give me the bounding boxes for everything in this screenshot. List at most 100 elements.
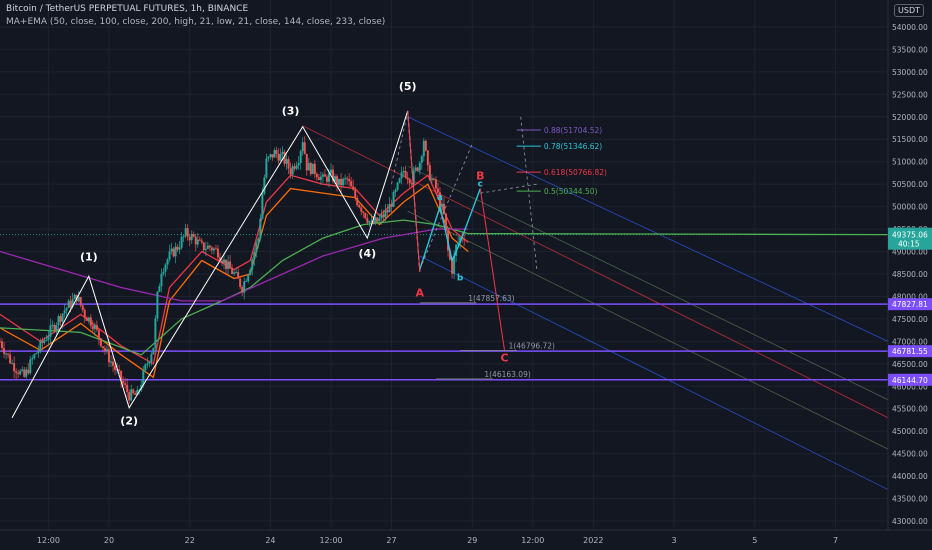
candle-body <box>368 221 371 223</box>
candle-body <box>350 181 353 187</box>
candle-body <box>198 239 201 241</box>
candle-body <box>235 272 238 274</box>
candle-body <box>406 177 409 180</box>
candle-body <box>65 308 68 311</box>
candle-body <box>110 361 112 363</box>
price-tick-label: 53500.00 <box>892 45 928 54</box>
candle-body <box>3 348 6 354</box>
wave-label: B <box>476 170 484 183</box>
candle-body <box>138 389 141 391</box>
price-tick-label: 46500.00 <box>892 360 928 369</box>
elliott-impulse-wave <box>11 110 421 418</box>
candle-body <box>186 228 189 237</box>
candle-body <box>275 150 278 154</box>
wave-label: (1) <box>80 251 98 264</box>
candle-body <box>323 174 326 177</box>
candle-body <box>200 240 203 243</box>
fib-level-label: 0.618(50766.82) <box>544 168 607 177</box>
candle-body <box>370 220 373 222</box>
level-price-tag <box>888 373 932 386</box>
wave-label: a <box>437 193 443 203</box>
candle-body <box>287 159 290 169</box>
candle-body <box>247 274 250 282</box>
candle-body <box>459 237 462 243</box>
candle-body <box>160 273 163 287</box>
candle-body <box>190 234 193 241</box>
candle-body <box>128 392 131 401</box>
candle-body <box>144 364 147 371</box>
candle-body <box>319 176 322 180</box>
candle-body <box>392 191 395 207</box>
candle-body <box>305 153 308 171</box>
candle-body <box>438 192 441 207</box>
candle-body <box>114 365 117 371</box>
candles <box>0 136 466 404</box>
candle-body <box>390 204 393 207</box>
candle-body <box>21 369 24 371</box>
candle-body <box>87 317 90 321</box>
chart-title: Bitcoin / TetherUS PERPETUAL FUTURES, 1h… <box>6 4 249 14</box>
price-tick-label: 44500.00 <box>892 450 928 459</box>
price-tick-label: 49000.00 <box>892 248 928 257</box>
indicator-legend: MA+EMA (50, close, 100, close, 200, high… <box>6 17 386 27</box>
fib-level-label: 0.5(50344.50) <box>544 187 598 196</box>
candle-body <box>325 176 328 182</box>
candle-body <box>176 246 179 250</box>
price-tick-label: 46000.00 <box>892 382 928 391</box>
candle-body <box>416 167 419 171</box>
candle-body <box>253 251 256 260</box>
candle-body <box>366 218 369 223</box>
candle-body <box>255 242 258 252</box>
candle-body <box>9 354 12 364</box>
candle-body <box>164 264 167 272</box>
candle-body <box>267 156 270 159</box>
candle-body <box>364 212 367 219</box>
currency-button[interactable]: USDT <box>894 4 924 17</box>
candle-body <box>63 310 66 314</box>
candle-body <box>83 310 86 318</box>
candle-body <box>412 170 415 185</box>
candle-body <box>354 189 357 198</box>
candle-body <box>317 177 320 180</box>
candle-body <box>301 142 304 152</box>
candle-body <box>31 358 34 360</box>
candle-body <box>116 369 119 371</box>
candle-body <box>223 259 226 264</box>
candle-body <box>152 347 155 355</box>
price-tick-label: 45500.00 <box>892 405 928 414</box>
candle-body <box>334 176 337 182</box>
candle-body <box>340 178 343 186</box>
candle-body <box>196 239 199 245</box>
candle-body <box>182 235 185 237</box>
candle-body <box>237 272 240 279</box>
candle-body <box>23 369 26 377</box>
time-tick-label: 20 <box>104 536 114 545</box>
candle-body <box>408 179 411 184</box>
candle-body <box>329 169 332 174</box>
candle-body <box>122 380 125 384</box>
candle-body <box>13 363 16 372</box>
candle-body <box>107 349 110 363</box>
candle-body <box>378 218 381 222</box>
candle-body <box>315 173 318 178</box>
projection-line-c <box>479 188 505 351</box>
moving-average-line <box>0 219 889 356</box>
candle-body <box>170 248 173 252</box>
candle-body <box>269 154 272 157</box>
candle-body <box>297 162 300 166</box>
time-tick-label: 5 <box>752 536 757 545</box>
candle-body <box>311 163 314 175</box>
candle-body <box>0 341 1 343</box>
current-price-label: 49375.06 <box>892 231 928 240</box>
time-axis-background <box>0 530 932 550</box>
price-axis-background <box>888 0 932 550</box>
price-tick-label: 52000.00 <box>892 113 928 122</box>
candle-body <box>95 325 98 330</box>
candle-body <box>243 281 246 293</box>
candle-body <box>7 353 10 355</box>
candle-body <box>142 370 145 385</box>
candle-body <box>59 316 62 322</box>
candle-body <box>49 325 52 337</box>
candle-body <box>17 372 20 375</box>
